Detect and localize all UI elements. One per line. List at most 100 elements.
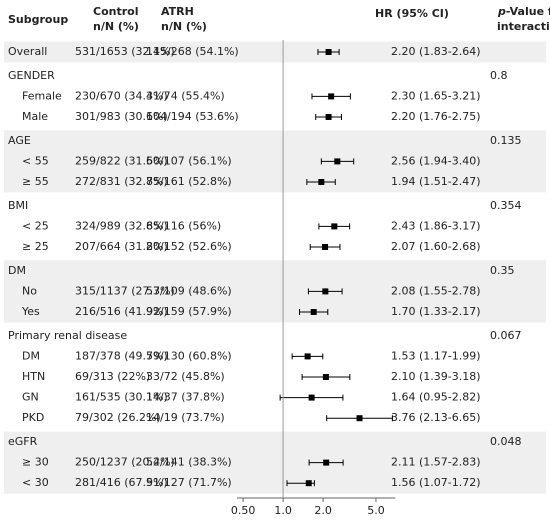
hr-ci-label: 2.10 (1.39-3.18) xyxy=(391,370,481,383)
group-label: eGFR xyxy=(8,435,38,448)
hr-ci-label: 2.07 (1.60-2.68) xyxy=(391,240,481,253)
group-label: GENDER xyxy=(8,69,55,82)
atrh-count: 79/130 (60.8%) xyxy=(146,349,232,362)
x-tick-label: 5.0 xyxy=(367,504,385,517)
hr-point xyxy=(325,49,332,55)
control-count: 230/670 (34.3%) xyxy=(75,89,168,102)
header-p-italic: p xyxy=(497,5,506,18)
hr-point xyxy=(322,288,329,295)
hr-point xyxy=(322,374,329,380)
group-shade xyxy=(4,260,546,323)
control-count: 324/989 (32.8%) xyxy=(75,219,168,232)
group-label: BMI xyxy=(8,199,28,212)
atrh-count: 65/116 (56%) xyxy=(146,219,221,232)
p-interaction: 0.135 xyxy=(490,134,522,147)
group-label: Primary renal disease xyxy=(8,329,127,342)
header-subgroup: Subgroup xyxy=(8,13,68,26)
group-shade xyxy=(4,41,546,63)
group-shade xyxy=(4,431,546,494)
hr-ci-label: 1.70 (1.33-2.17) xyxy=(391,305,481,318)
row-label: GN xyxy=(22,391,39,404)
atrh-count: 91/127 (71.7%) xyxy=(146,476,232,489)
control-count: 531/1653 (32.1%) xyxy=(75,45,175,58)
header-atrh: ATRH xyxy=(161,5,194,18)
hr-point xyxy=(328,93,335,100)
control-count: 207/664 (31.2%) xyxy=(75,240,168,253)
control-count: 259/822 (31.5%) xyxy=(75,154,168,167)
row-label: No xyxy=(22,284,37,297)
hr-ci-label: 2.08 (1.55-2.78) xyxy=(391,284,481,297)
hr-ci-label: 2.20 (1.83-2.64) xyxy=(391,45,481,58)
atrh-count: 54/141 (38.3%) xyxy=(146,456,232,469)
hr-point xyxy=(356,415,363,422)
control-count: 187/378 (49.5%) xyxy=(75,349,168,362)
group-label: AGE xyxy=(8,134,31,147)
hr-point xyxy=(305,480,312,487)
control-count: 281/416 (67.5%) xyxy=(75,476,168,489)
header-p: p-Value for xyxy=(497,5,550,18)
x-tick-label: 0.50 xyxy=(231,504,256,517)
hr-ci-label: 1.53 (1.17-1.99) xyxy=(391,349,481,362)
row-label: PKD xyxy=(22,411,44,424)
header-p-rest: -Value for xyxy=(506,5,550,18)
p-interaction: 0.35 xyxy=(490,264,515,277)
p-interaction: 0.8 xyxy=(490,69,508,82)
row-label: ≥ 55 xyxy=(22,175,49,188)
atrh-count: 104/194 (53.6%) xyxy=(146,110,239,123)
hr-point xyxy=(325,114,332,120)
hr-ci-label: 1.64 (0.95-2.82) xyxy=(391,391,481,404)
x-tick-label: 2.0 xyxy=(314,504,332,517)
atrh-count: 85/161 (52.8%) xyxy=(146,175,232,188)
hr-point xyxy=(304,353,311,360)
row-label: < 30 xyxy=(22,476,49,489)
row-label: Overall xyxy=(8,45,47,58)
hr-point xyxy=(331,223,338,230)
row-label: < 25 xyxy=(22,219,49,232)
atrh-count: 80/152 (52.6%) xyxy=(146,240,232,253)
hr-ci-label: 1.56 (1.07-1.72) xyxy=(391,476,481,489)
row-label: ≥ 30 xyxy=(22,456,49,469)
p-interaction: 0.048 xyxy=(490,435,522,448)
atrh-count: 41/74 (55.4%) xyxy=(146,89,225,102)
control-count: 161/535 (30.1%) xyxy=(75,391,168,404)
row-label: Female xyxy=(22,89,62,102)
hr-ci-label: 2.11 (1.57-2.83) xyxy=(391,456,481,469)
header-control-unit: n/N (%) xyxy=(93,20,139,33)
hr-point xyxy=(318,179,325,185)
control-count: 315/1137 (27.7%) xyxy=(75,284,175,297)
row-label: Yes xyxy=(21,305,40,318)
row-label: Male xyxy=(22,110,48,123)
group-shade xyxy=(4,130,546,193)
row-label: < 55 xyxy=(22,154,49,167)
hr-point xyxy=(310,309,317,315)
hr-ci-label: 2.43 (1.86-3.17) xyxy=(391,219,481,232)
x-tick-label: 1.0 xyxy=(274,504,292,517)
control-count: 69/313 (22%) xyxy=(75,370,150,383)
control-count: 250/1237 (20.2%) xyxy=(75,456,175,469)
atrh-count: 53/109 (48.6%) xyxy=(146,284,232,297)
atrh-count: 14/19 (73.7%) xyxy=(146,411,225,424)
row-label: HTN xyxy=(22,370,45,383)
atrh-count: 60/107 (56.1%) xyxy=(146,154,232,167)
hr-point xyxy=(308,394,315,401)
hr-point xyxy=(322,244,329,250)
p-interaction: 0.354 xyxy=(490,199,522,212)
control-count: 79/302 (26.2%) xyxy=(75,411,161,424)
row-label: DM xyxy=(22,349,40,362)
control-count: 301/983 (30.6%) xyxy=(75,110,168,123)
atrh-count: 145/268 (54.1%) xyxy=(146,45,239,58)
hr-ci-label: 3.76 (2.13-6.65) xyxy=(391,411,481,424)
atrh-count: 92/159 (57.9%) xyxy=(146,305,232,318)
atrh-count: 33/72 (45.8%) xyxy=(146,370,225,383)
hr-point xyxy=(323,459,330,466)
atrh-count: 14/37 (37.8%) xyxy=(146,391,225,404)
hr-ci-label: 2.30 (1.65-3.21) xyxy=(391,89,481,102)
hr-ci-label: 2.56 (1.94-3.40) xyxy=(391,154,481,167)
header-p-line2: interaction xyxy=(497,20,550,33)
p-interaction: 0.067 xyxy=(490,329,522,342)
hr-point xyxy=(334,158,341,165)
control-count: 272/831 (32.7%) xyxy=(75,175,168,188)
group-label: DM xyxy=(8,264,26,277)
header-hr: HR (95% CI) xyxy=(375,7,449,20)
